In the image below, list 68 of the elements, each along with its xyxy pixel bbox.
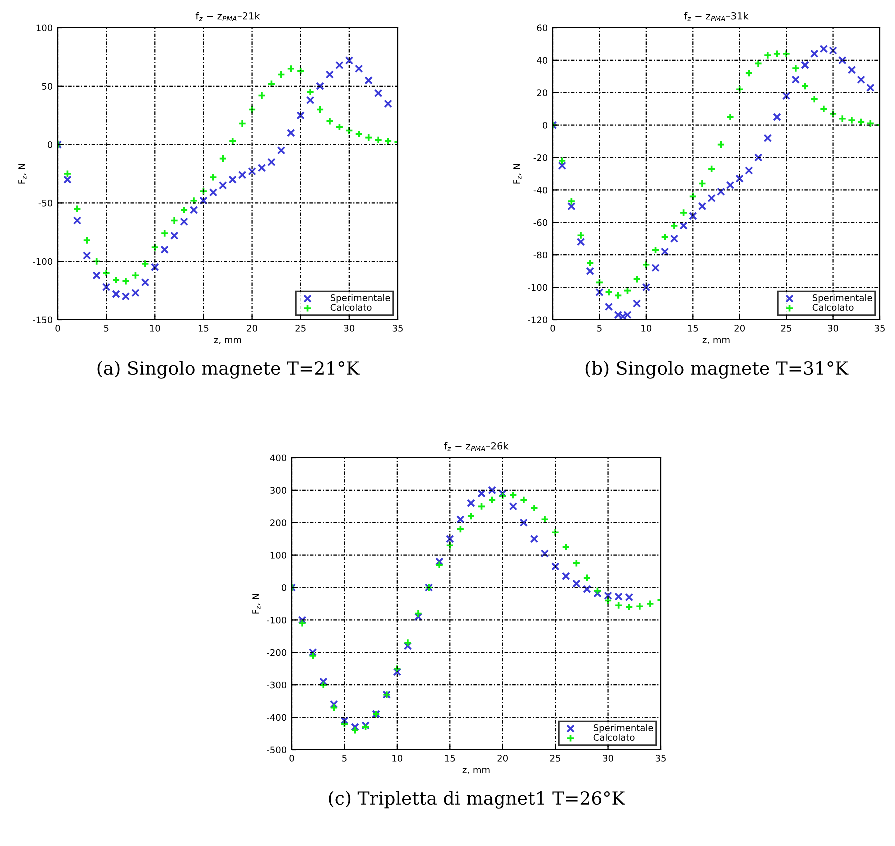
x-tick-label: 10 bbox=[642, 325, 652, 332]
text: (c) Tripletta di magnet1 T=26°K bbox=[329, 791, 626, 809]
x-axis-title: z, mm bbox=[462, 768, 490, 774]
y-tick-label: 300 bbox=[270, 487, 287, 494]
y-tick-label: -100 bbox=[33, 258, 53, 266]
x-tick-label: 25 bbox=[296, 325, 306, 332]
y-tick-label: -80 bbox=[534, 252, 548, 259]
y-tick-label: 60 bbox=[537, 24, 548, 32]
y-tick-label: 20 bbox=[537, 90, 548, 96]
y-axis-title: F$_{z}$, N bbox=[514, 164, 522, 184]
y-tick-label: -150 bbox=[33, 316, 53, 324]
x-tick-label: 25 bbox=[550, 755, 561, 762]
y-tick-label: -400 bbox=[267, 714, 287, 722]
x-tick-label: 15 bbox=[445, 755, 456, 762]
x-tick-label: 35 bbox=[392, 325, 403, 332]
x-tick-label: 0 bbox=[550, 325, 556, 332]
x-tick-label: 35 bbox=[874, 325, 885, 332]
legend-label: Calcolato bbox=[812, 304, 854, 312]
y-tick-label: 100 bbox=[270, 552, 287, 559]
y-tick-label: 400 bbox=[270, 454, 287, 462]
y-tick-label: -500 bbox=[267, 746, 287, 754]
chart-title: f$_{z}$ − z$_{PMA}$–21k bbox=[196, 12, 260, 22]
x-tick-label: 0 bbox=[290, 755, 294, 762]
y-tick-label: 100 bbox=[36, 24, 53, 32]
chart-title: f$_{z}$ − z$_{PMA}$–26k bbox=[444, 442, 509, 452]
x-tick-label: 10 bbox=[392, 755, 403, 762]
text: (a) Singolo magnete T=21°K bbox=[98, 361, 360, 379]
x-tick-label: 0 bbox=[56, 325, 60, 332]
y-tick-label: 0 bbox=[282, 584, 287, 592]
y-tick-label: -60 bbox=[534, 219, 548, 226]
y-axis-title: F$_{z}$, N bbox=[252, 594, 261, 614]
y-tick-label: -120 bbox=[528, 316, 548, 324]
x-tick-label: 35 bbox=[656, 755, 666, 762]
y-tick-label: -20 bbox=[534, 154, 548, 162]
x-tick-label: 5 bbox=[342, 755, 347, 762]
x-tick-label: 30 bbox=[828, 325, 838, 332]
x-axis-title: z, mm bbox=[214, 338, 242, 344]
y-tick-label: 50 bbox=[42, 83, 53, 90]
legend-label: Sperimentale bbox=[594, 724, 654, 734]
y-tick-label: 40 bbox=[537, 57, 548, 64]
x-tick-label: 15 bbox=[688, 325, 698, 332]
x-tick-label: 25 bbox=[781, 325, 792, 332]
y-tick-label: -100 bbox=[528, 284, 548, 292]
x-tick-label: 20 bbox=[498, 755, 508, 762]
y-tick-label: -100 bbox=[267, 616, 287, 624]
legend-label: Calcolato bbox=[594, 734, 635, 742]
chart-title: f$_{z}$ − z$_{PMA}$–31k bbox=[684, 12, 749, 22]
y-tick-label: 200 bbox=[270, 520, 287, 526]
x-tick-label: 5 bbox=[104, 325, 109, 332]
y-tick-label: 0 bbox=[48, 142, 53, 148]
y-tick-label: -300 bbox=[267, 682, 287, 689]
x-tick-label: 5 bbox=[598, 325, 602, 332]
y-tick-label: 0 bbox=[542, 122, 548, 129]
x-axis-title: z, mm bbox=[702, 338, 730, 344]
legend-label: Sperimentale bbox=[330, 294, 390, 304]
y-tick-label: -200 bbox=[267, 649, 287, 656]
x-tick-label: 20 bbox=[247, 325, 258, 332]
y-axis-title: F$_{z}$, N bbox=[18, 164, 27, 184]
legend-label: Calcolato bbox=[330, 304, 372, 312]
x-tick-label: 30 bbox=[344, 325, 355, 332]
y-tick-label: -40 bbox=[534, 186, 548, 194]
x-tick-label: 20 bbox=[734, 325, 745, 332]
y-tick-label: -50 bbox=[38, 200, 53, 207]
x-tick-label: 30 bbox=[603, 755, 614, 762]
x-tick-label: 15 bbox=[198, 325, 209, 332]
legend-label: Sperimentale bbox=[812, 294, 872, 304]
text: (b) Singolo magnete T=31°K bbox=[586, 361, 849, 379]
x-tick-label: 10 bbox=[150, 325, 160, 332]
